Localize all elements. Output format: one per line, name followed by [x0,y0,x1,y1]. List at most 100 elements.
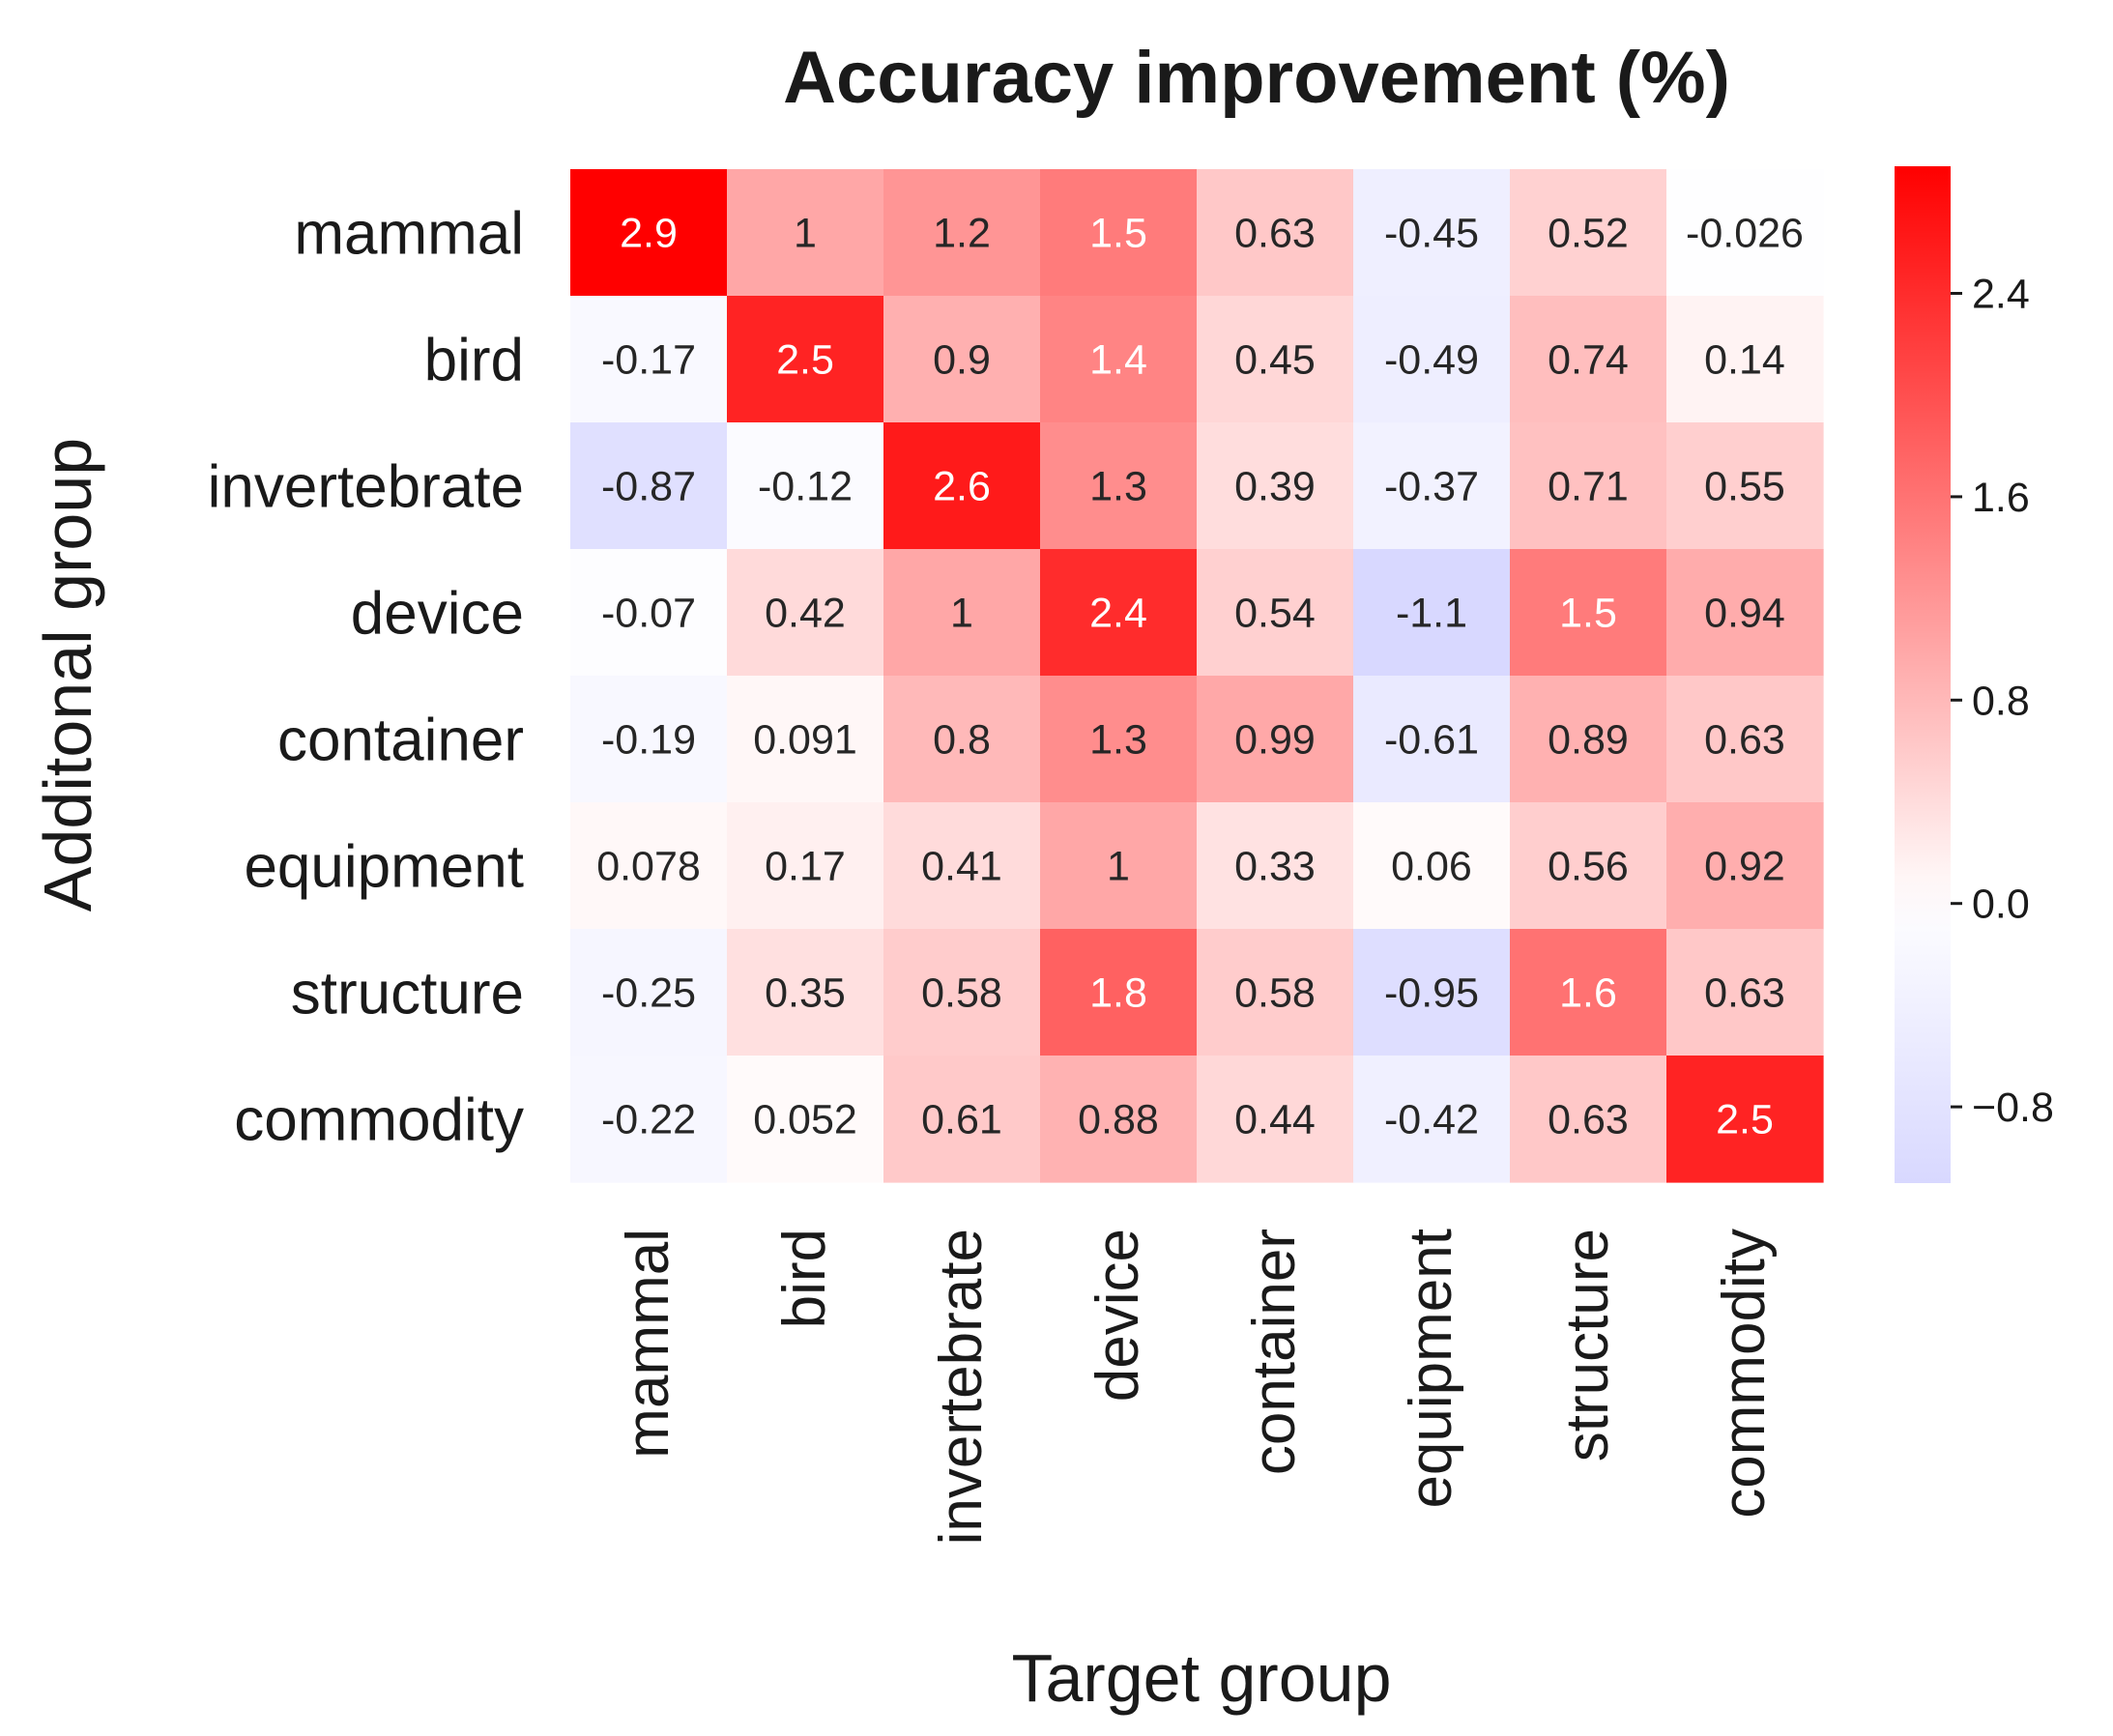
cell-value-label: -0.37 [1384,464,1479,510]
cell-value-label: 0.58 [1234,970,1316,1017]
x-tick-label-bird: bird [771,1229,838,1328]
y-axis-label: Additonal group [30,438,105,911]
heatmap-cell-bird-mammal [570,296,728,423]
cell-value-label: 0.56 [1548,844,1629,890]
cell-value-label: -0.25 [601,970,696,1017]
heatmap-cell-container-mammal [570,676,728,803]
heatmap-cell-structure-commodity [1666,929,1824,1056]
cell-value-label: 0.078 [596,844,701,890]
heatmap-cell-device-bird [727,549,884,677]
heatmap-cell-equipment-commodity [1666,802,1824,930]
cell-value-label: 0.39 [1234,464,1316,510]
x-tick-label-commodity: commodity [1711,1229,1778,1519]
heatmap-cell-invertebrate-structure [1510,422,1667,550]
cell-value-label: -0.95 [1384,970,1479,1017]
cell-value-label: 2.5 [776,337,834,384]
colorbar-tick-label: 1.6 [1972,475,2030,521]
cell-value-label: 1 [1107,844,1130,890]
cell-value-label: 0.35 [765,970,846,1017]
cell-value-label: -0.12 [758,464,853,510]
heatmap-cell-commodity-container [1197,1056,1354,1183]
colorbar-ticks: 2.4 1.6 0.8 0.0 −0.8 [1951,272,2054,1131]
x-tick-label-structure: structure [1554,1229,1621,1461]
cell-value-label: 0.42 [765,591,846,637]
colorbar-tick-label: 2.4 [1972,272,2030,318]
cell-value-label: 1.6 [1559,970,1617,1017]
heatmap-cell-bird-invertebrate [883,296,1041,423]
cell-value-label: 0.14 [1704,337,1785,384]
heatmap-cell-invertebrate-bird [727,422,884,550]
cell-value-label: 1.3 [1089,464,1147,510]
heatmap-cell-structure-mammal [570,929,728,1056]
heatmap-cell-container-commodity [1666,676,1824,803]
heatmap-cell-equipment-container [1197,802,1354,930]
heatmap-cell-mammal-mammal [570,169,728,297]
cell-value-label: 0.89 [1548,717,1629,764]
heatmap-cell-mammal-device [1040,169,1198,297]
heatmap-cell-structure-equipment [1353,929,1511,1056]
heatmap-cell-container-container [1197,676,1354,803]
y-tick-label-mammal: mammal [294,201,524,268]
heatmap-cell-container-device [1040,676,1198,803]
cell-value-label: -0.61 [1384,717,1479,764]
cell-value-label: -0.45 [1384,211,1479,257]
heatmap-cell-bird-bird [727,296,884,423]
heatmap-cell-invertebrate-mammal [570,422,728,550]
heatmap-cell-labels: 2.9 1 1.2 1.5 0.63 -0.45 0.52 -0.026 -0.17 2.5 0.9… [596,211,1804,1143]
cell-value-label: 0.45 [1234,337,1316,384]
heatmap-cell-mammal-invertebrate [883,169,1041,297]
cell-value-label: 0.33 [1234,844,1316,890]
cell-value-label: 0.88 [1078,1097,1159,1143]
heatmap-cell-container-invertebrate [883,676,1041,803]
heatmap-cell-equipment-equipment [1353,802,1511,930]
y-tick-label-device: device [351,581,524,648]
cell-value-label: 0.44 [1234,1097,1316,1143]
cell-value-label: 0.52 [1548,211,1629,257]
cell-value-label: -0.87 [601,464,696,510]
x-tick-label-invertebrate: invertebrate [928,1229,995,1545]
colorbar-tick-label: 0.0 [1972,882,2030,928]
x-axis-tick-labels: mammal bird invertebrate device container equ… [615,1229,1778,1545]
heatmap-cell-bird-commodity [1666,296,1824,423]
y-tick-label-bird: bird [424,328,524,394]
x-tick-label-device: device [1085,1229,1151,1402]
heatmap-cell-mammal-equipment [1353,169,1511,297]
cell-value-label: 1 [950,591,973,637]
heatmap-cell-device-mammal [570,549,728,677]
cell-value-label: -0.17 [601,337,696,384]
heatmap-cell-device-invertebrate [883,549,1041,677]
heatmap-cell-commodity-equipment [1353,1056,1511,1183]
cell-value-label: 0.94 [1704,591,1785,637]
heatmap-cell-commodity-structure [1510,1056,1667,1183]
cell-value-label: 0.54 [1234,591,1316,637]
x-tick-label-equipment: equipment [1398,1229,1464,1509]
cell-value-label: 0.63 [1548,1097,1629,1143]
cell-value-label: -0.42 [1384,1097,1479,1143]
heatmap-cell-mammal-bird [727,169,884,297]
cell-value-label: 0.71 [1548,464,1629,510]
cell-value-label: -0.49 [1384,337,1479,384]
colorbar-tick-label: −0.8 [1972,1085,2054,1131]
cell-value-label: 0.091 [753,717,857,764]
heatmap-cell-device-container [1197,549,1354,677]
cell-value-label: -0.026 [1686,211,1804,257]
cell-value-label: 2.4 [1089,591,1147,637]
heatmap-cell-equipment-mammal [570,802,728,930]
heatmap-cell-commodity-device [1040,1056,1198,1183]
heatmap-cell-mammal-container [1197,169,1354,297]
cell-value-label: 1.3 [1089,717,1147,764]
x-tick-label-container: container [1241,1229,1308,1475]
y-tick-label-commodity: commodity [234,1087,524,1154]
heatmap-cell-structure-device [1040,929,1198,1056]
cell-value-label: 1.5 [1559,591,1617,637]
cell-value-label: 0.06 [1391,844,1472,890]
heatmap-cell-structure-structure [1510,929,1667,1056]
y-tick-label-container: container [277,708,524,774]
heatmap-cell-container-bird [727,676,884,803]
cell-value-label: 2.5 [1716,1097,1774,1143]
x-axis-label: Target group [1011,1640,1391,1716]
heatmap-cell-commodity-mammal [570,1056,728,1183]
cell-value-label: -0.19 [601,717,696,764]
heatmap-cell-invertebrate-equipment [1353,422,1511,550]
cell-value-label: 0.63 [1704,717,1785,764]
